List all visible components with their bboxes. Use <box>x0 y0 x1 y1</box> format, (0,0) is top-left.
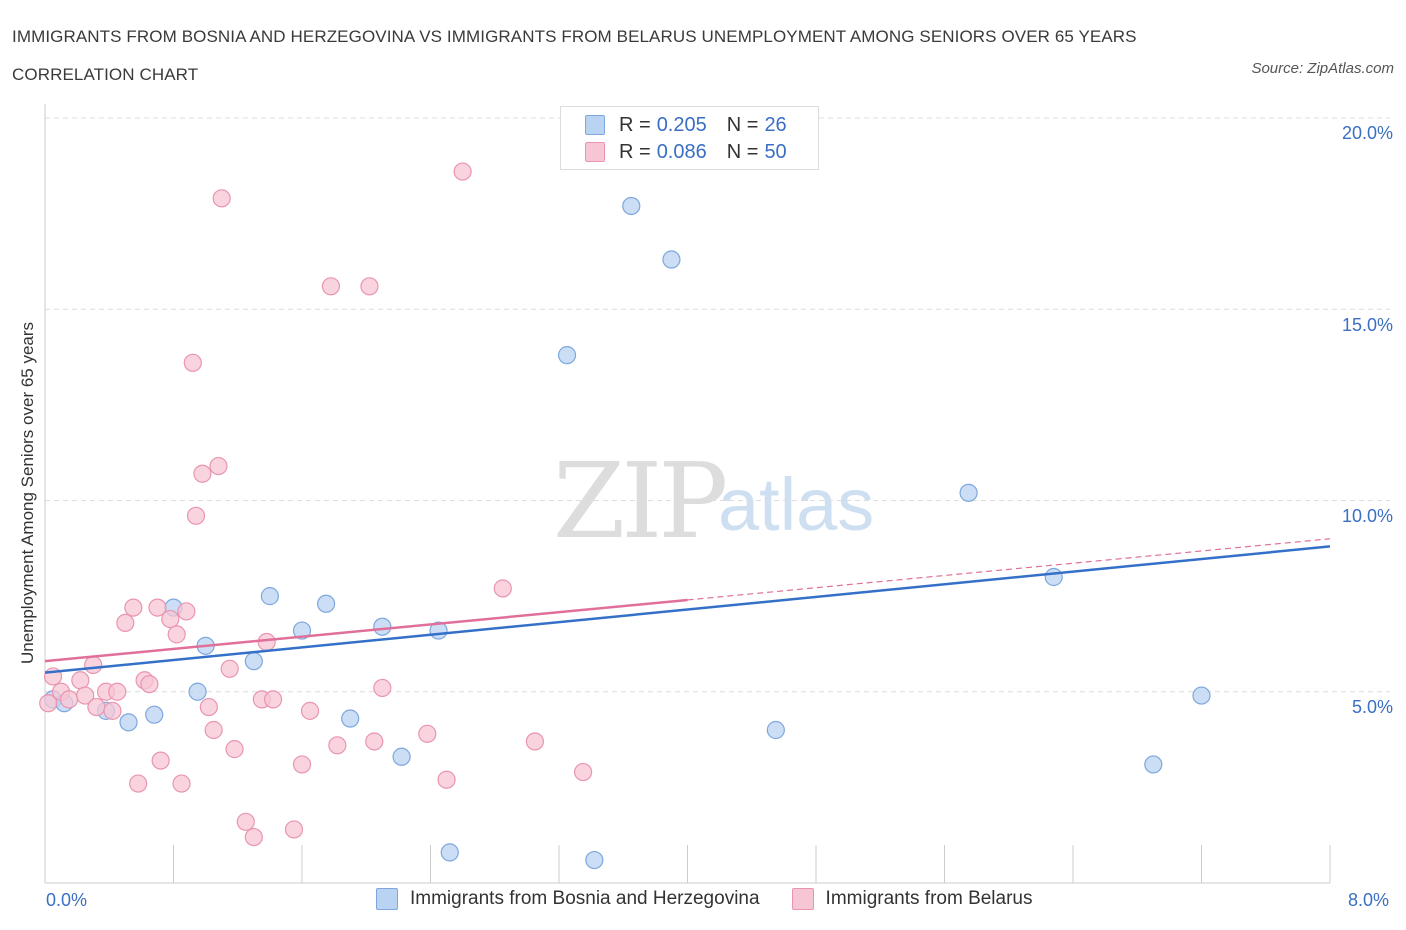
point-bosnia <box>316 594 336 613</box>
point-belarus <box>360 277 379 296</box>
point-belarus <box>573 762 593 782</box>
x-tick-max: 8.0% <box>1348 890 1390 910</box>
point-bosnia <box>145 705 164 724</box>
point-belarus <box>365 732 384 751</box>
legend-n-value: 50 <box>764 140 787 163</box>
point-bosnia <box>1192 686 1211 705</box>
y-tick-label: 15.0% <box>1341 315 1393 335</box>
legend-row-bosnia: R = 0.205 N = 26 <box>585 113 787 137</box>
legend-n-value: 26 <box>764 113 787 136</box>
point-bosnia <box>244 652 263 671</box>
y-tick-label: 10.0% <box>1341 506 1393 526</box>
correlation-legend: R = 0.205 N = 26 R = 0.086 N = 50 <box>560 106 819 170</box>
point-belarus <box>328 736 347 755</box>
chart-title: IMMIGRANTS FROM BOSNIA AND HERZEGOVINA V… <box>12 27 1137 84</box>
point-belarus <box>225 740 244 759</box>
legend-row-belarus: R = 0.086 N = 50 <box>585 140 787 164</box>
point-belarus <box>418 724 437 743</box>
legend-r-value: 0.086 <box>656 140 707 163</box>
point-belarus <box>373 678 392 698</box>
y-tick-label: 5.0% <box>1351 697 1393 717</box>
point-belarus <box>71 671 90 690</box>
legend-r-label: R = <box>619 113 651 136</box>
series-label-bosnia: Immigrants from Bosnia and Herzegovina <box>410 888 760 909</box>
point-bosnia <box>1044 567 1063 587</box>
point-belarus <box>151 751 170 770</box>
point-belarus <box>236 812 255 831</box>
point-belarus <box>525 732 545 751</box>
point-bosnia <box>662 250 681 269</box>
trendline-bosnia <box>44 545 1331 674</box>
y-axis-label: Unemployment Among Seniors over 65 years <box>18 321 37 665</box>
series-legend-belarus: Immigrants from Belarus <box>791 888 1033 910</box>
point-belarus <box>493 579 512 598</box>
point-bosnia <box>188 682 207 701</box>
point-bosnia <box>392 747 411 766</box>
watermark-atlas: atlas <box>718 463 875 546</box>
legend-n-label: N = <box>726 113 759 136</box>
legend-swatch-blue <box>585 115 605 135</box>
point-bosnia <box>440 843 459 862</box>
source-label: Source: ZipAtlas.com <box>1251 60 1394 77</box>
point-belarus <box>321 277 341 296</box>
point-belarus <box>148 598 167 617</box>
point-belarus <box>193 464 212 483</box>
point-belarus <box>161 609 180 629</box>
point-belarus <box>124 598 143 617</box>
point-belarus <box>108 682 127 701</box>
trendline-belarus-extension <box>687 538 1331 601</box>
point-belarus <box>284 820 304 839</box>
point-belarus <box>204 720 223 740</box>
point-belarus <box>300 701 320 720</box>
point-belarus <box>177 602 196 621</box>
point-belarus <box>103 701 122 720</box>
series-swatch-pink <box>791 888 814 910</box>
legend-n-label: N = <box>726 140 759 163</box>
point-belarus <box>172 774 191 793</box>
point-belarus <box>209 456 228 476</box>
point-belarus <box>263 690 283 709</box>
point-bosnia <box>260 587 279 606</box>
point-belarus <box>212 189 231 208</box>
point-belarus <box>59 690 79 709</box>
point-bosnia <box>1144 755 1163 774</box>
trendline-belarus <box>44 598 688 663</box>
point-belarus <box>453 162 472 181</box>
point-bosnia <box>585 850 604 870</box>
series-swatch-blue <box>376 888 398 910</box>
point-belarus <box>199 697 218 717</box>
point-belarus <box>292 755 312 774</box>
point-belarus <box>167 625 186 644</box>
point-belarus <box>140 674 159 694</box>
point-bosnia <box>373 617 392 636</box>
point-belarus <box>186 506 206 525</box>
point-bosnia <box>622 196 641 216</box>
point-bosnia <box>766 720 785 740</box>
series-label-belarus: Immigrants from Belarus <box>825 888 1033 909</box>
point-bosnia <box>292 621 312 640</box>
point-belarus <box>129 774 148 793</box>
point-belarus <box>244 827 263 847</box>
point-belarus <box>76 686 95 705</box>
point-belarus <box>39 694 58 713</box>
point-belarus <box>183 353 202 372</box>
point-belarus <box>220 659 239 678</box>
legend-swatch-pink <box>585 142 605 162</box>
point-belarus <box>116 613 135 633</box>
point-bosnia <box>119 713 138 732</box>
x-tick-min: 0.0% <box>46 890 88 910</box>
point-belarus <box>87 697 106 717</box>
series-legend: Immigrants from Bosnia and Herzegovina I… <box>376 888 1065 910</box>
point-belarus <box>84 655 103 675</box>
legend-r-label: R = <box>619 140 651 163</box>
y-tick-label: 20.0% <box>1341 123 1393 143</box>
point-bosnia <box>959 483 978 502</box>
legend-r-value: 0.205 <box>656 113 707 136</box>
point-bosnia <box>341 709 360 728</box>
point-bosnia <box>557 346 577 365</box>
point-belarus <box>257 632 276 652</box>
point-belarus <box>437 770 456 789</box>
series-legend-bosnia: Immigrants from Bosnia and Herzegovina <box>376 888 760 910</box>
